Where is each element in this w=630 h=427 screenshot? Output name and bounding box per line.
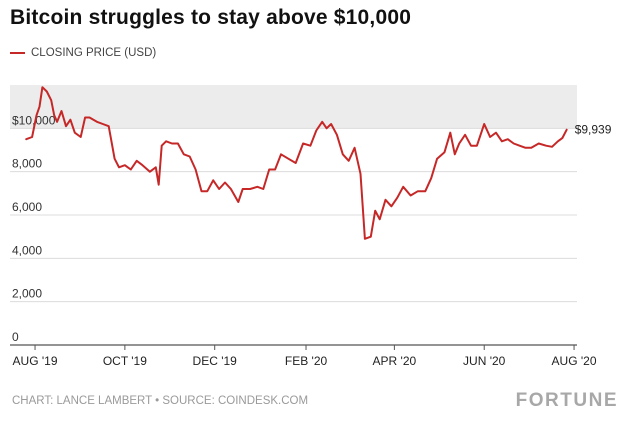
legend-label: CLOSING PRICE (USD) xyxy=(31,47,157,59)
chart-credit: CHART: LANCE LAMBERT • SOURCE: COINDESK.… xyxy=(12,395,309,407)
end-value-label: $9,939 xyxy=(575,123,612,137)
y-tick-label: $10,000 xyxy=(12,113,56,127)
y-tick-label: 2,000 xyxy=(12,287,42,301)
y-tick-label: 8,000 xyxy=(12,157,42,171)
price-line xyxy=(25,86,568,240)
y-tick-label: 6,000 xyxy=(12,200,42,214)
y-tick-label: 4,000 xyxy=(12,243,42,257)
brand-logo: FORTUNE xyxy=(515,390,618,411)
y-tick-label: 0 xyxy=(12,330,19,344)
line-chart: 0 2,000 4,000 6,000 8,000 $10,000 AUG '19 OCT '… xyxy=(10,85,612,368)
chart-legend: CLOSING PRICE (USD) xyxy=(10,47,156,59)
x-tick-label: AUG '19 xyxy=(13,354,58,368)
legend-swatch xyxy=(10,52,25,54)
x-tick-label: DEC '19 xyxy=(193,354,238,368)
x-tick-label: AUG '20 xyxy=(552,354,597,368)
x-tick-label: JUN '20 xyxy=(463,354,506,368)
x-tick-label: APR '20 xyxy=(373,354,417,368)
x-tick-label: OCT '19 xyxy=(103,354,147,368)
chart-title: Bitcoin struggles to stay above $10,000 xyxy=(10,6,412,29)
x-tick-label: FEB '20 xyxy=(285,354,328,368)
shaded-band xyxy=(10,85,577,129)
